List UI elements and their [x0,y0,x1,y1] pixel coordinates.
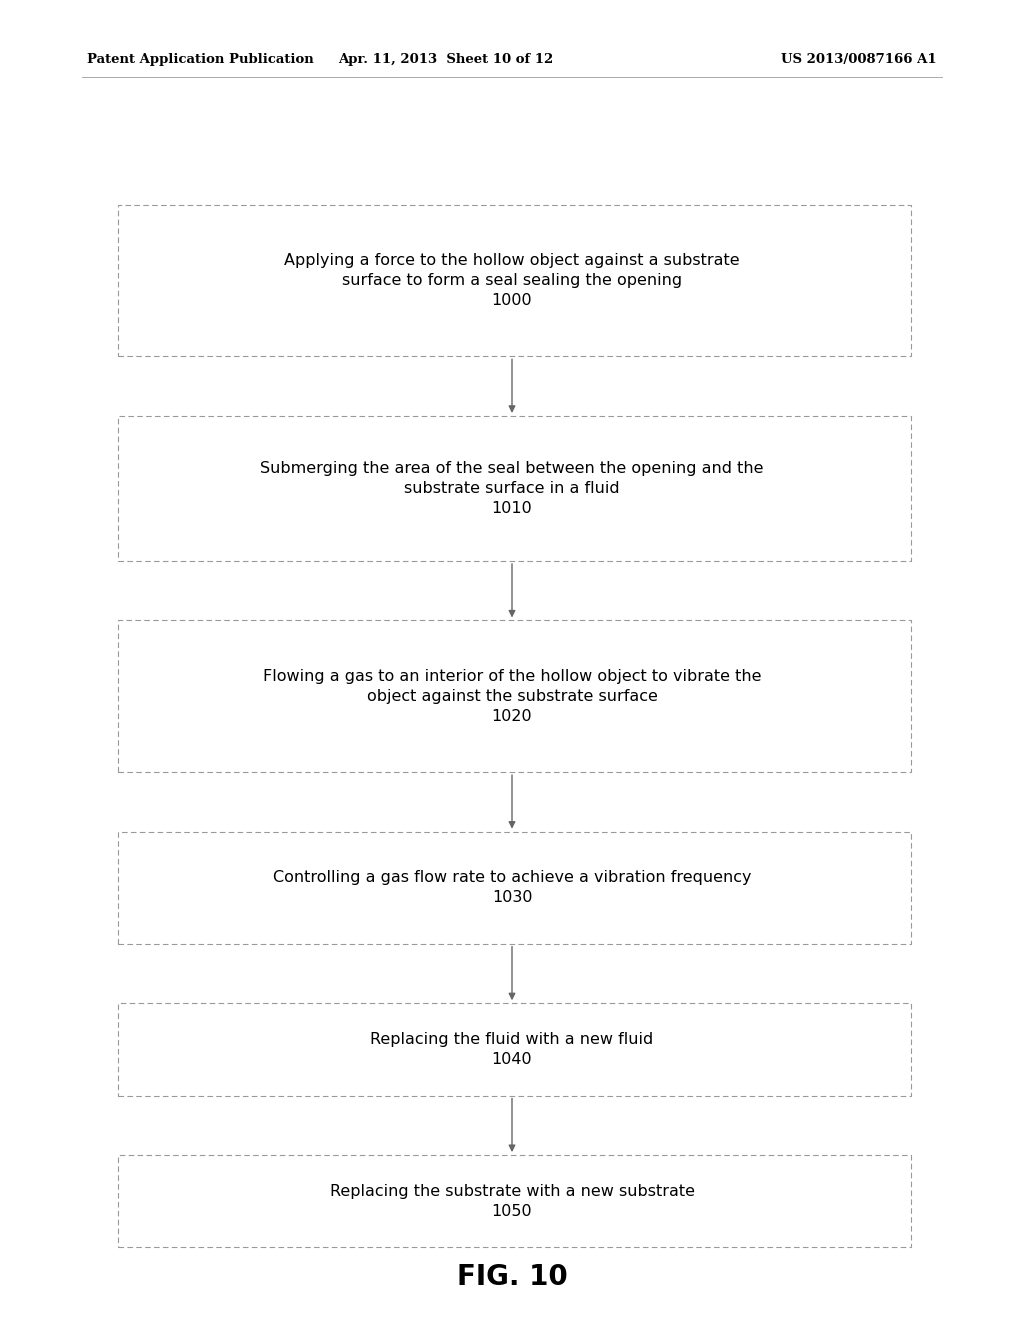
Text: Applying a force to the hollow object against a substrate
surface to form a seal: Applying a force to the hollow object ag… [285,253,739,308]
Text: Replacing the fluid with a new fluid
1040: Replacing the fluid with a new fluid 104… [371,1032,653,1067]
FancyBboxPatch shape [118,620,911,772]
Text: Flowing a gas to an interior of the hollow object to vibrate the
object against : Flowing a gas to an interior of the holl… [263,669,761,723]
Text: US 2013/0087166 A1: US 2013/0087166 A1 [781,53,937,66]
Text: Replacing the substrate with a new substrate
1050: Replacing the substrate with a new subst… [330,1184,694,1218]
FancyBboxPatch shape [118,205,911,356]
FancyBboxPatch shape [118,416,911,561]
Text: FIG. 10: FIG. 10 [457,1263,567,1291]
Text: Patent Application Publication: Patent Application Publication [87,53,313,66]
Text: Apr. 11, 2013  Sheet 10 of 12: Apr. 11, 2013 Sheet 10 of 12 [338,53,553,66]
FancyBboxPatch shape [118,832,911,944]
Text: Submerging the area of the seal between the opening and the
substrate surface in: Submerging the area of the seal between … [260,461,764,516]
Text: Controlling a gas flow rate to achieve a vibration frequency
1030: Controlling a gas flow rate to achieve a… [272,870,752,906]
FancyBboxPatch shape [118,1155,911,1247]
FancyBboxPatch shape [118,1003,911,1096]
